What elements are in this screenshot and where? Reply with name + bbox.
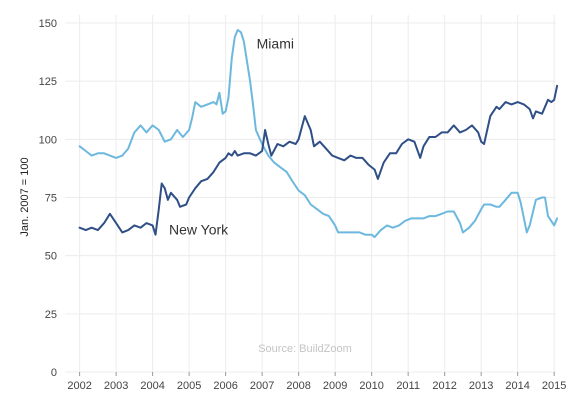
source-note: Source: BuildZoom: [258, 343, 352, 355]
series-label-miami: Miami: [257, 36, 294, 52]
x-tick-label-2004: 2004: [140, 380, 164, 392]
x-tick-label-2011: 2011: [396, 380, 420, 392]
x-tick-label-2010: 2010: [359, 380, 383, 392]
x-tick-label-2008: 2008: [286, 380, 310, 392]
series-line-new-york: [78, 84, 559, 236]
x-tick-label-2006: 2006: [213, 380, 237, 392]
y-tick-label-150: 150: [39, 18, 57, 30]
gridlines: [65, 15, 556, 373]
x-tick-label-2009: 2009: [323, 380, 347, 392]
y-axis-title: Jan. 2007 = 100: [19, 157, 31, 236]
x-tick-label-2015: 2015: [542, 380, 566, 392]
series-line-miami: [78, 29, 559, 239]
y-tick-label-125: 125: [39, 76, 57, 88]
y-tick-label-100: 100: [39, 134, 57, 146]
y-tick-label-50: 50: [45, 251, 57, 263]
x-tick-label-2014: 2014: [505, 380, 529, 392]
y-tick-label-75: 75: [45, 193, 57, 205]
series-labels: Miami New York: [169, 36, 294, 238]
tick-labels: 2002 2003 2004 2005 2006 2007 2008 2009 2010 2011…: [39, 18, 567, 392]
x-tick-label-2002: 2002: [67, 380, 91, 392]
series-lines: [78, 29, 559, 239]
x-tick-label-2005: 2005: [177, 380, 201, 392]
x-tick-label-2013: 2013: [469, 380, 493, 392]
series-label-new-york: New York: [169, 222, 229, 238]
x-tick-label-2012: 2012: [432, 380, 456, 392]
x-tick-label-2007: 2007: [250, 380, 274, 392]
y-tick-label-0: 0: [51, 367, 57, 379]
y-tick-label-25: 25: [45, 309, 57, 321]
x-tick-label-2003: 2003: [104, 380, 128, 392]
